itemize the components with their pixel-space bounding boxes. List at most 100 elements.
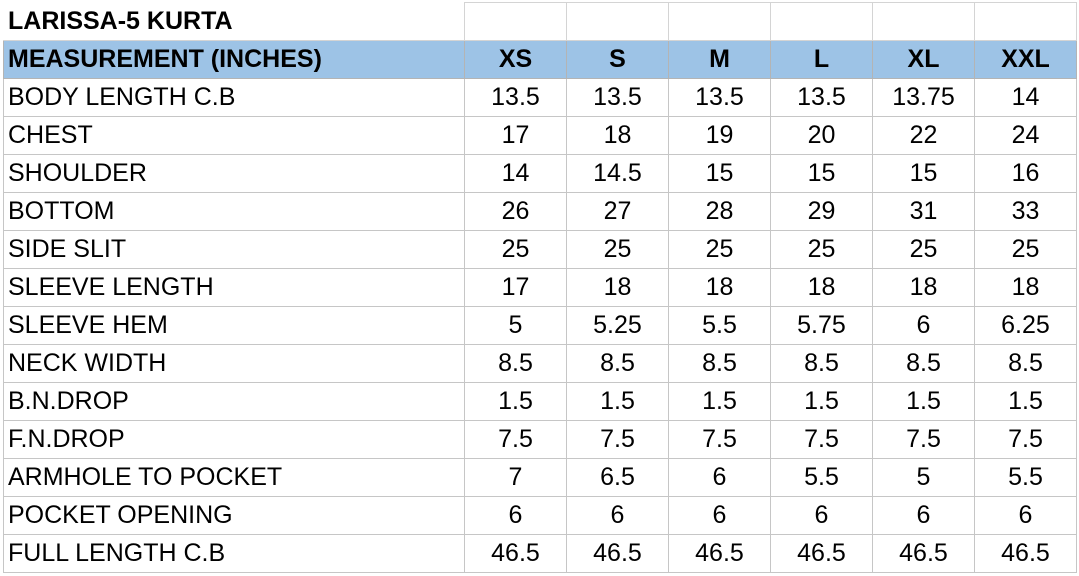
value-cell[interactable]: 7.5: [770, 420, 873, 459]
value-cell[interactable]: 6: [770, 496, 873, 535]
value-cell[interactable]: 18: [872, 268, 975, 307]
row-label-cell[interactable]: BOTTOM: [3, 192, 465, 231]
value-cell[interactable]: 18: [668, 268, 771, 307]
value-cell[interactable]: 46.5: [770, 534, 873, 573]
value-cell[interactable]: 1.5: [668, 382, 771, 421]
size-header-xxl[interactable]: XXL: [974, 40, 1077, 79]
value-cell[interactable]: 5.5: [770, 458, 873, 497]
value-cell[interactable]: 28: [668, 192, 771, 231]
value-cell[interactable]: 33: [974, 192, 1077, 231]
value-cell[interactable]: 25: [974, 230, 1077, 269]
value-cell[interactable]: 6.25: [974, 306, 1077, 345]
value-cell[interactable]: 15: [872, 154, 975, 193]
empty-cell[interactable]: [668, 2, 771, 41]
value-cell[interactable]: 15: [668, 154, 771, 193]
value-cell[interactable]: 25: [464, 230, 567, 269]
value-cell[interactable]: 46.5: [566, 534, 669, 573]
value-cell[interactable]: 14.5: [566, 154, 669, 193]
value-cell[interactable]: 7.5: [464, 420, 567, 459]
row-label-cell[interactable]: F.N.DROP: [3, 420, 465, 459]
value-cell[interactable]: 1.5: [770, 382, 873, 421]
row-label-cell[interactable]: CHEST: [3, 116, 465, 155]
value-cell[interactable]: 24: [974, 116, 1077, 155]
value-cell[interactable]: 5.5: [668, 306, 771, 345]
row-label-cell[interactable]: B.N.DROP: [3, 382, 465, 421]
value-cell[interactable]: 22: [872, 116, 975, 155]
value-cell[interactable]: 14: [974, 78, 1077, 117]
value-cell[interactable]: 6: [668, 458, 771, 497]
value-cell[interactable]: 16: [974, 154, 1077, 193]
empty-cell[interactable]: [770, 2, 873, 41]
value-cell[interactable]: 8.5: [872, 344, 975, 383]
value-cell[interactable]: 6: [668, 496, 771, 535]
value-cell[interactable]: 8.5: [668, 344, 771, 383]
value-cell[interactable]: 5.5: [974, 458, 1077, 497]
value-cell[interactable]: 13.5: [464, 78, 567, 117]
value-cell[interactable]: 46.5: [464, 534, 567, 573]
value-cell[interactable]: 29: [770, 192, 873, 231]
row-label-cell[interactable]: SLEEVE LENGTH: [3, 268, 465, 307]
row-label-cell[interactable]: BODY LENGTH C.B: [3, 78, 465, 117]
value-cell[interactable]: 8.5: [974, 344, 1077, 383]
value-cell[interactable]: 18: [770, 268, 873, 307]
value-cell[interactable]: 25: [872, 230, 975, 269]
size-header-l[interactable]: L: [770, 40, 873, 79]
value-cell[interactable]: 25: [770, 230, 873, 269]
sheet-title-cell[interactable]: LARISSA-5 KURTA: [3, 2, 465, 41]
value-cell[interactable]: 5.25: [566, 306, 669, 345]
value-cell[interactable]: 5.75: [770, 306, 873, 345]
value-cell[interactable]: 7: [464, 458, 567, 497]
value-cell[interactable]: 14: [464, 154, 567, 193]
value-cell[interactable]: 15: [770, 154, 873, 193]
value-cell[interactable]: 8.5: [566, 344, 669, 383]
row-label-cell[interactable]: SHOULDER: [3, 154, 465, 193]
value-cell[interactable]: 6: [974, 496, 1077, 535]
value-cell[interactable]: 8.5: [464, 344, 567, 383]
value-cell[interactable]: 6: [872, 306, 975, 345]
value-cell[interactable]: 6.5: [566, 458, 669, 497]
value-cell[interactable]: 13.75: [872, 78, 975, 117]
empty-cell[interactable]: [872, 2, 975, 41]
value-cell[interactable]: 5: [464, 306, 567, 345]
row-label-cell[interactable]: ARMHOLE TO POCKET: [3, 458, 465, 497]
size-header-m[interactable]: M: [668, 40, 771, 79]
value-cell[interactable]: 6: [872, 496, 975, 535]
value-cell[interactable]: 31: [872, 192, 975, 231]
value-cell[interactable]: 6: [566, 496, 669, 535]
value-cell[interactable]: 26: [464, 192, 567, 231]
value-cell[interactable]: 18: [566, 116, 669, 155]
value-cell[interactable]: 7.5: [974, 420, 1077, 459]
empty-cell[interactable]: [974, 2, 1077, 41]
value-cell[interactable]: 7.5: [668, 420, 771, 459]
value-cell[interactable]: 13.5: [770, 78, 873, 117]
row-label-cell[interactable]: NECK WIDTH: [3, 344, 465, 383]
value-cell[interactable]: 18: [974, 268, 1077, 307]
row-label-cell[interactable]: SLEEVE HEM: [3, 306, 465, 345]
value-cell[interactable]: 13.5: [566, 78, 669, 117]
value-cell[interactable]: 46.5: [974, 534, 1077, 573]
value-cell[interactable]: 17: [464, 268, 567, 307]
size-header-s[interactable]: S: [566, 40, 669, 79]
value-cell[interactable]: 13.5: [668, 78, 771, 117]
value-cell[interactable]: 27: [566, 192, 669, 231]
size-header-xs[interactable]: XS: [464, 40, 567, 79]
value-cell[interactable]: 7.5: [872, 420, 975, 459]
value-cell[interactable]: 19: [668, 116, 771, 155]
value-cell[interactable]: 6: [464, 496, 567, 535]
value-cell[interactable]: 7.5: [566, 420, 669, 459]
empty-cell[interactable]: [464, 2, 567, 41]
row-label-cell[interactable]: SIDE SLIT: [3, 230, 465, 269]
value-cell[interactable]: 5: [872, 458, 975, 497]
value-cell[interactable]: 17: [464, 116, 567, 155]
value-cell[interactable]: 1.5: [974, 382, 1077, 421]
value-cell[interactable]: 1.5: [566, 382, 669, 421]
value-cell[interactable]: 46.5: [872, 534, 975, 573]
value-cell[interactable]: 25: [566, 230, 669, 269]
empty-cell[interactable]: [566, 2, 669, 41]
measurement-header-cell[interactable]: MEASUREMENT (INCHES): [3, 40, 465, 79]
value-cell[interactable]: 8.5: [770, 344, 873, 383]
size-header-xl[interactable]: XL: [872, 40, 975, 79]
value-cell[interactable]: 20: [770, 116, 873, 155]
value-cell[interactable]: 18: [566, 268, 669, 307]
value-cell[interactable]: 46.5: [668, 534, 771, 573]
